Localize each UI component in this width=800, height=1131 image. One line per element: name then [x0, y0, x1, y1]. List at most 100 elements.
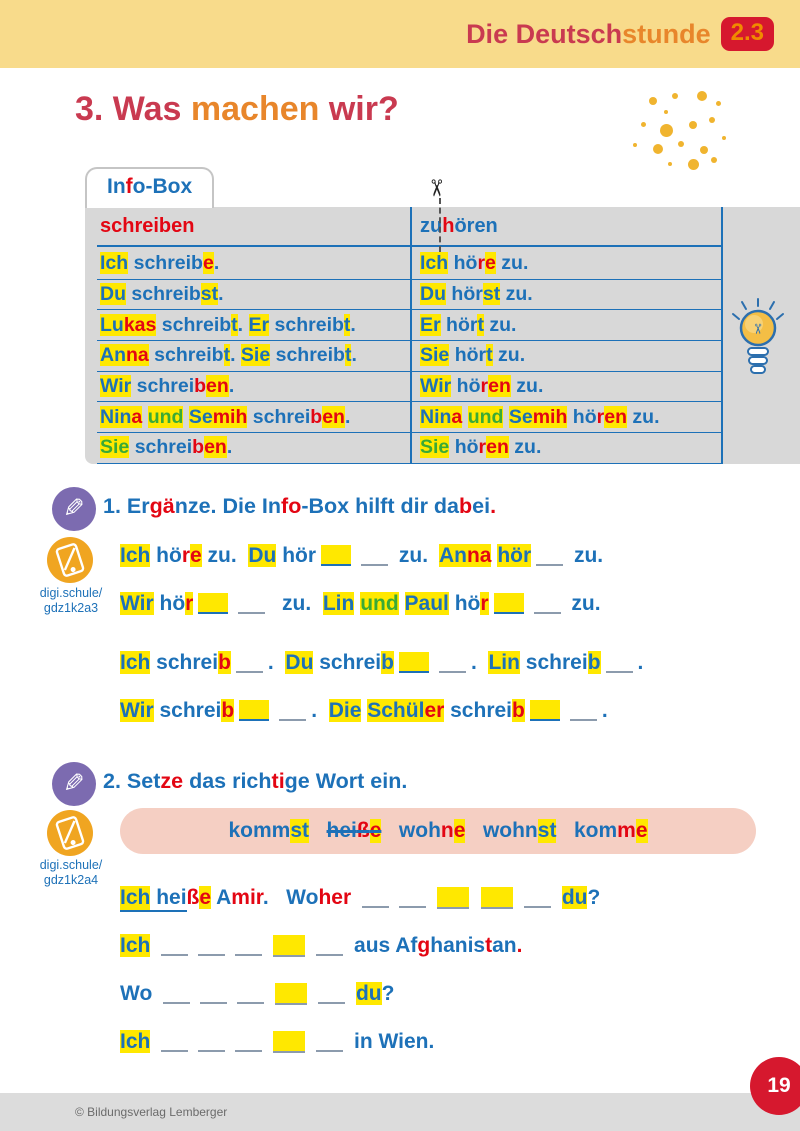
text-segment: Ich: [420, 252, 449, 275]
text-segment: An: [100, 344, 126, 367]
answer-blank[interactable]: [361, 890, 389, 908]
answer-blank[interactable]: [198, 1034, 226, 1052]
text-segment: .: [470, 651, 489, 674]
answer-blank[interactable]: [238, 596, 266, 614]
answer-blank[interactable]: [235, 655, 263, 673]
answer-box[interactable]: [275, 983, 308, 1005]
text-segment: an: [492, 934, 517, 957]
text-segment: schrei: [129, 436, 193, 459]
text-segment: schreib: [148, 344, 224, 367]
text-segment: en: [206, 375, 229, 398]
answer-blank[interactable]: [161, 938, 189, 956]
table-row: Nina und Semih schreiben. Nina und Semih …: [97, 402, 722, 434]
text-segment: schreib: [270, 344, 345, 367]
text-segment: Schül: [367, 699, 425, 722]
text-segment: Lin: [322, 592, 355, 615]
text-segment: 3. Was: [75, 90, 191, 128]
answer-blank[interactable]: [569, 703, 597, 721]
text-segment: .: [218, 283, 224, 306]
text-segment: zu.: [627, 405, 660, 428]
decor-dot: [668, 162, 672, 166]
text-segment: r: [478, 436, 487, 459]
answer-blank[interactable]: [398, 890, 426, 908]
text-segment: Se: [508, 405, 533, 428]
text-segment: Sie: [420, 344, 450, 367]
answer-blank[interactable]: [279, 703, 307, 721]
exercise2-pencil-badge: ✎: [52, 762, 96, 806]
text-segment: en: [488, 375, 511, 398]
answer-box[interactable]: [273, 935, 306, 957]
answer-blank[interactable]: [198, 593, 229, 614]
answer-blank[interactable]: [523, 890, 551, 908]
answer-blank[interactable]: [529, 700, 560, 721]
text-segment: [399, 592, 405, 615]
answer-blank[interactable]: [438, 655, 466, 673]
text-segment: ei: [472, 494, 491, 518]
text-segment: en: [204, 436, 227, 459]
table-cell-zuhoeren: Sie hört zu.: [410, 344, 722, 367]
answer-blank[interactable]: [237, 986, 265, 1004]
answer-box[interactable]: [480, 887, 513, 909]
digi-link-icon-2[interactable]: [47, 810, 93, 856]
pencil-icon: ✎: [63, 769, 85, 799]
text-segment: ören: [454, 214, 498, 237]
answer-blank[interactable]: [235, 938, 263, 956]
answer-box[interactable]: [436, 887, 469, 909]
answer-blank[interactable]: [239, 700, 270, 721]
text-segment: zu.: [201, 544, 249, 567]
text-segment: ti: [271, 769, 285, 793]
answer-blank[interactable]: [398, 652, 429, 673]
answer-blank[interactable]: [235, 1034, 263, 1052]
answer-blank[interactable]: [493, 593, 524, 614]
answer-blank[interactable]: [536, 548, 564, 566]
answer-blank[interactable]: [361, 548, 389, 566]
answer-box[interactable]: [273, 1031, 306, 1053]
table-cell-zuhoeren: Nina und Semih hören zu.: [410, 405, 722, 429]
text-segment: zu.: [393, 544, 439, 567]
decor-dot: [689, 121, 697, 129]
answer-blank[interactable]: [316, 938, 344, 956]
text-segment: schrei: [313, 651, 382, 674]
text-segment: t: [343, 313, 351, 336]
text-segment: hö: [150, 544, 182, 567]
exercise2-line-4: Ich in Wien.: [120, 1026, 434, 1056]
text-segment: Sie: [240, 344, 271, 367]
header-band: [0, 0, 800, 68]
answer-blank[interactable]: [321, 545, 352, 566]
answer-blank[interactable]: [318, 986, 346, 1004]
decor-dot: [722, 136, 726, 140]
answer-blank[interactable]: [161, 1034, 189, 1052]
decor-dot: [678, 141, 684, 147]
answer-blank[interactable]: [163, 986, 191, 1004]
text-segment: 1. Er: [103, 494, 150, 518]
text-segment: Du: [248, 544, 277, 567]
text-segment: zu.: [492, 344, 526, 367]
answer-blank[interactable]: [200, 986, 228, 1004]
cut-dashed-line: [439, 198, 441, 252]
text-segment: .: [350, 313, 356, 336]
table-cell-zuhoeren: Ich höre zu.: [410, 252, 722, 275]
text-segment: Se: [188, 405, 213, 428]
answer-blank[interactable]: [533, 596, 561, 614]
text-segment: hö: [451, 375, 481, 398]
text-segment: komm: [228, 819, 291, 842]
digi-link-url-2[interactable]: digi.schule/ gdz1k2a4: [10, 858, 132, 888]
text-segment: du: [561, 886, 588, 909]
infobox-tab: Info-Box: [85, 167, 215, 208]
digi-link-icon-1[interactable]: [47, 537, 93, 583]
digi-link-url-1[interactable]: digi.schule/ gdz1k2a3: [10, 586, 132, 616]
answer-blank[interactable]: [316, 1034, 344, 1052]
decor-dot: [672, 93, 678, 99]
answer-blank[interactable]: [605, 655, 633, 673]
digi-url-line1: digi.schule/: [39, 586, 103, 600]
text-segment: e: [369, 819, 382, 843]
text-segment: r: [181, 544, 191, 567]
text-segment: zu.: [568, 544, 604, 567]
answer-blank[interactable]: [198, 938, 226, 956]
page-title: 3. Was machen wir?: [75, 90, 399, 129]
text-segment: Nin: [100, 405, 132, 428]
decor-dot: [709, 117, 715, 123]
text-segment: [465, 819, 483, 843]
text-segment: Wir: [120, 592, 154, 615]
